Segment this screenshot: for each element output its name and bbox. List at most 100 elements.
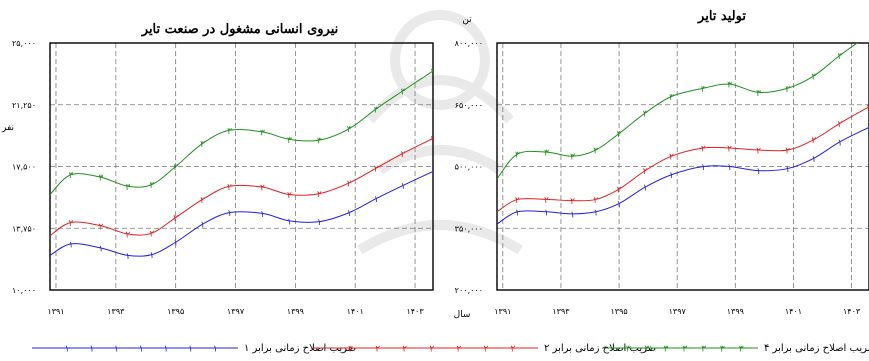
data-point-marker: ۱: [838, 138, 843, 148]
data-point-marker: ۱: [867, 124, 869, 134]
data-point-marker: ۳: [785, 85, 790, 95]
data-point-marker: ۱: [701, 163, 706, 173]
y-tick-label: ۱۰,۰۰۰: [12, 286, 36, 295]
legend-marker: ۲: [429, 345, 434, 355]
data-point-marker: ۱: [811, 155, 816, 165]
legend-marker: ۳: [663, 345, 668, 355]
legend-marker: ۱: [65, 345, 70, 355]
legend-marker: ۳: [626, 345, 631, 355]
series-group: ۱ ۱ ۱ ۱ ۱ ۱ ۱ ۱ ۱ ۱ ۱ ۱ ۱ ۱ ۲ ۲ ۲ ۲ ۲ ۲ ۲ ۲ ۲ ۲ ۲ ۲ ۲ ۲ ۳ ۳ ۳ ۳ ۳ ۳ ۳ ۳ ۳ ۳ ۳ ۳…: [50, 67, 436, 262]
legend-item-series-1: ضریب اصلاح زمانی برابر ۱ ۱ ۱ ۱ ۱ ۱ ۱ ۱: [30, 340, 356, 356]
x-tick-label: ۱۴۰۱: [785, 307, 802, 316]
data-point-marker: ۳: [431, 67, 436, 77]
data-point-marker: ۱: [593, 208, 598, 218]
left-chart: ۱۳۹۱ ۱۳۹۳ ۱۳۹۵ ۱۳۹۷ ۱۳۹۹ ۱۴۰۱ ۱۴۰۳ ۱۰,۰۰۰ ۱۳,۷۵۰…: [1, 22, 436, 316]
data-point-marker: ۳: [617, 130, 622, 140]
data-point-marker: ۲: [287, 191, 292, 201]
data-point-marker: ۱: [617, 200, 622, 210]
data-point-marker: ۲: [643, 167, 648, 177]
x-axis-label: سال: [454, 310, 471, 320]
y-tick-label: ۵۰۰,۰۰۰: [455, 163, 483, 172]
data-point-marker: ۱: [669, 171, 674, 181]
y-tick-label: ۱۳,۷۵۰: [12, 224, 36, 233]
data-point-marker: ۳: [69, 171, 74, 181]
data-point-marker: ۳: [374, 105, 379, 115]
data-point-marker: ۱: [643, 184, 648, 194]
data-point-marker: ۳: [838, 52, 843, 62]
x-tick-label: ۱۴۰۳: [843, 307, 861, 316]
data-point-marker: ۳: [544, 149, 549, 159]
data-point-marker: ۱: [544, 208, 549, 218]
data-point-marker: ۱: [515, 208, 520, 218]
data-point-marker: ۱: [227, 209, 232, 219]
x-tick-label: ۱۳۹۵: [610, 307, 627, 316]
data-point-marker: ۳: [811, 72, 816, 82]
series-line-2: [497, 106, 869, 213]
x-tick-label: ۱۳۹۷: [669, 307, 687, 316]
legend-swatch: ۳ ۳ ۳ ۳ ۳ ۳ ۳: [602, 345, 758, 355]
data-point-marker: ۲: [669, 153, 674, 163]
legend-marker: ۱: [89, 345, 94, 355]
data-point-marker: ۱: [431, 168, 436, 178]
series-line-3: [497, 43, 859, 180]
plot-frame: [49, 42, 434, 291]
data-point-marker: ۱: [727, 163, 732, 173]
legend-label: ضریب اصلاح زمانی برابر ۱: [244, 342, 357, 354]
data-point-marker: ۱: [125, 252, 130, 262]
data-point-marker: ۳: [669, 93, 674, 103]
data-point-marker: ۲: [570, 197, 575, 207]
x-tick-label: ۱۳۹۷: [227, 307, 245, 316]
data-point-marker: ۲: [98, 222, 103, 232]
x-tick-label: ۱۴۰۳: [406, 307, 424, 316]
data-point-marker: ۲: [756, 147, 761, 157]
x-tick-label: ۱۴۰۱: [347, 307, 364, 316]
legend-swatch: ۱ ۱ ۱ ۱ ۱ ۱ ۱: [32, 345, 238, 355]
legend-marker: ۱: [163, 345, 168, 355]
data-point-marker: ۳: [593, 147, 598, 157]
data-point-marker: ۳: [727, 81, 732, 91]
data-point-marker: ۲: [227, 183, 232, 193]
data-point-marker: ۱: [149, 251, 154, 261]
data-point-marker: ۲: [347, 179, 352, 189]
data-point-marker: ۲: [374, 165, 379, 175]
y-tick-label: ۲۵,۰۰۰: [12, 39, 36, 48]
data-point-marker: ۲: [173, 214, 178, 224]
data-point-marker: ۲: [617, 186, 622, 196]
data-point-marker: ۱: [69, 240, 74, 250]
data-point-marker: ۱: [570, 210, 575, 220]
x-tick-label: ۱۳۹۹: [727, 307, 744, 316]
legend-label: ضریب اصلاح زمانی برابر ۴: [764, 342, 869, 354]
data-point-marker: ۱: [317, 218, 322, 228]
data-point-marker: ۱: [173, 239, 178, 249]
data-point-marker: ۲: [69, 219, 74, 229]
data-point-marker: ۲: [260, 184, 265, 194]
data-point-marker: ۱: [401, 182, 406, 192]
data-point-marker: ۳: [347, 125, 352, 135]
data-point-marker: ۳: [200, 140, 205, 150]
data-point-marker: ۲: [867, 103, 869, 113]
x-tick-label: ۱۳۹۵: [167, 307, 184, 316]
legend-marker: ۱: [213, 345, 218, 355]
data-point-marker: ۱: [98, 245, 103, 255]
y-axis-label: تن: [462, 15, 472, 25]
data-point-marker: ۲: [125, 231, 130, 241]
data-point-marker: ۱: [200, 221, 205, 231]
data-point-marker: ۲: [200, 196, 205, 206]
legend-marker: ۲: [348, 345, 353, 355]
legend: ضریب اصلاح زمانی برابر ۱ ۱ ۱ ۱ ۱ ۱ ۱ ۱ ضریب اص…: [0, 336, 869, 360]
legend-marker: ۱: [114, 345, 119, 355]
legend-marker: ۳: [720, 345, 725, 355]
data-point-marker: ۳: [401, 87, 406, 97]
data-point-marker: ۱: [260, 210, 265, 220]
legend-marker: ۳: [739, 345, 744, 355]
legend-marker: ۳: [682, 345, 687, 355]
legend-marker: ۳: [701, 345, 706, 355]
data-point-marker: ۲: [785, 147, 790, 157]
legend-marker: ۳: [645, 345, 650, 355]
data-point-marker: ۲: [593, 196, 598, 206]
data-point-marker: ۲: [544, 196, 549, 206]
data-point-marker: ۱: [785, 165, 790, 175]
data-point-marker: ۲: [838, 120, 843, 130]
x-tick-label: ۱۳۹۱: [47, 307, 64, 316]
series-line-1: [497, 126, 869, 225]
